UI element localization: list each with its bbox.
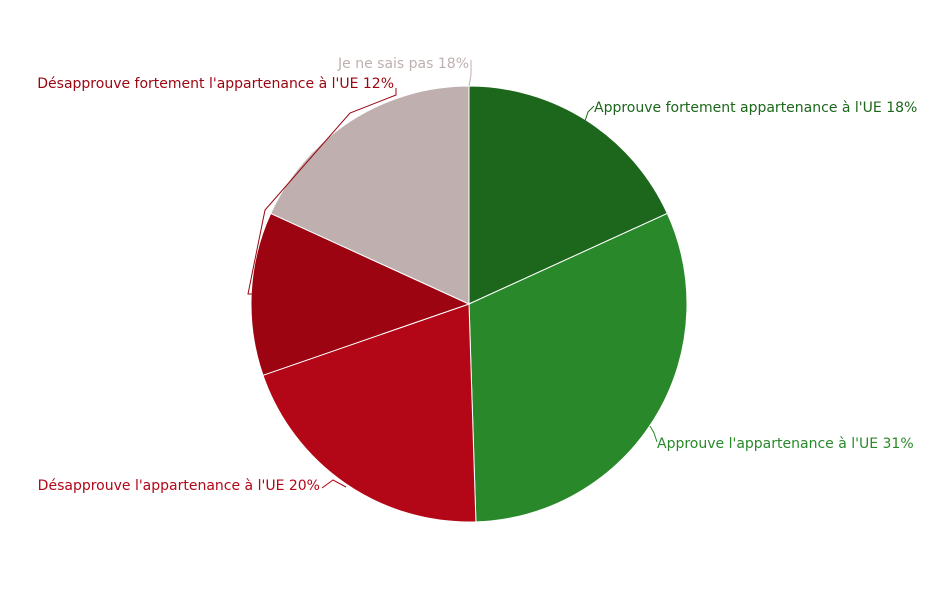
pie-slice-3[interactable]: [262, 303, 477, 523]
pie-slice-1[interactable]: [468, 85, 668, 305]
leader-line-1: [584, 105, 595, 122]
pie-labels: Approuve fortement appartenance à l'UE 1…: [37, 56, 917, 494]
leader-line-4: [247, 88, 397, 295]
slice-label-1: Approuve fortement appartenance à l'UE 1…: [594, 100, 917, 116]
slice-label-5: Je ne sais pas 18%: [337, 56, 469, 72]
leader-line-5: [468, 60, 472, 87]
slice-label-2: Approuve l'appartenance à l'UE 31%: [657, 436, 914, 452]
leader-line-3: [321, 479, 347, 489]
leader-line-2: [649, 425, 658, 443]
pie-slice-2[interactable]: [468, 212, 688, 523]
pie-slice-5[interactable]: [270, 85, 470, 305]
pie-slices: [250, 85, 688, 523]
slice-label-3: Désapprouve l'appartenance à l'UE 20%: [38, 478, 320, 494]
label-leader-lines: [247, 60, 658, 489]
slice-label-4: Désapprouve fortement l'appartenance à l…: [37, 76, 394, 92]
